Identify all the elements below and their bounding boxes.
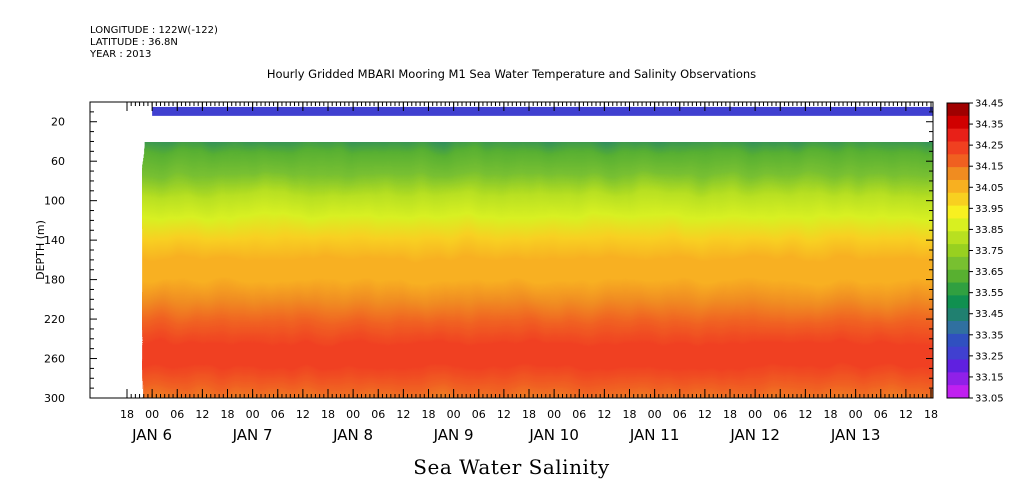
x-hour-label: 18 (120, 408, 134, 421)
colorbar-swatch (947, 359, 969, 373)
colorbar-swatch (947, 385, 969, 399)
colorbar-swatch (947, 269, 969, 284)
axes: 20 60 100 140 180 220 260 300 DEPTH (m) 18 00 06 12 1… (34, 101, 938, 444)
colorbar-swatch (947, 231, 969, 245)
colorbar-swatch (947, 218, 969, 232)
colorbar-label: 33.75 (975, 246, 1004, 257)
x-hour-label: 18 (321, 408, 335, 421)
colorbar-label: 34.25 (975, 141, 1004, 152)
x-hour-label: 06 (472, 408, 486, 421)
y-tick-label: 140 (44, 234, 65, 247)
x-hour-label: 06 (371, 408, 385, 421)
surface-layer (152, 106, 933, 116)
x-hour-label: 00 (346, 408, 360, 421)
latitude-label: LATITUDE : 36.8N (90, 37, 178, 48)
colorbar-swatch (947, 128, 969, 142)
x-hour-label: 00 (447, 408, 461, 421)
colorbar-label: 33.35 (975, 330, 1004, 341)
x-hour-label: 18 (422, 408, 436, 421)
chart-title: Hourly Gridded MBARI Mooring M1 Sea Wate… (266, 67, 757, 81)
colorbar-swatch (947, 141, 969, 155)
x-hour-label: 06 (271, 408, 285, 421)
colorbar-swatch (947, 115, 969, 130)
x-hour-label: 06 (874, 408, 888, 421)
x-day-label: JAN 12 (729, 426, 780, 444)
colorbar-swatch (947, 192, 969, 207)
x-hour-label: 00 (547, 408, 561, 421)
x-hour-label: 18 (824, 408, 838, 421)
colorbar-swatch (947, 372, 969, 386)
colorbar-label: 33.65 (975, 267, 1004, 278)
colorbar-label: 33.45 (975, 309, 1004, 320)
colorbar-swatch (947, 282, 969, 296)
y-tick-label: 220 (44, 313, 65, 326)
x-hour-label: 18 (522, 408, 536, 421)
colorbar-swatch (947, 205, 969, 219)
x-hour-label: 18 (623, 408, 637, 421)
x-day-label: JAN 10 (528, 426, 579, 444)
colorbar-label: 33.85 (975, 225, 1004, 236)
longitude-label: LONGITUDE : 122W(-122) (90, 25, 218, 36)
colorbar-swatch (947, 321, 969, 335)
x-hour-label: 00 (748, 408, 762, 421)
x-hour-label: 12 (497, 408, 511, 421)
colorbar-swatch (947, 256, 969, 271)
x-day-label: JAN 8 (332, 426, 373, 444)
y-tick-label: 260 (44, 353, 65, 366)
colorbar: 34.45 34.35 34.25 34.15 34.05 33.95 33.85 33.75… (946, 99, 1004, 405)
x-day-label: JAN 9 (433, 426, 474, 444)
colorbar-label: 33.05 (975, 394, 1004, 405)
colorbar-label: 33.25 (975, 351, 1004, 362)
variable-title: Sea Water Salinity (413, 455, 610, 479)
colorbar-swatch (947, 244, 969, 258)
colorbar-label: 34.15 (975, 162, 1004, 173)
x-hour-label: 12 (597, 408, 611, 421)
x-hour-label: 00 (849, 408, 863, 421)
colorbar-swatch (947, 346, 969, 361)
x-hour-label: 12 (195, 408, 209, 421)
colorbar-swatch (947, 103, 969, 117)
y-tick-label: 100 (44, 195, 65, 208)
x-day-label: JAN 13 (830, 426, 881, 444)
x-hour-label: 12 (798, 408, 812, 421)
x-hour-label: 12 (396, 408, 410, 421)
colorbar-label: 34.05 (975, 183, 1004, 194)
colorbar-label: 33.55 (975, 288, 1004, 299)
x-hour-label: 06 (170, 408, 184, 421)
colorbar-label: 34.35 (975, 120, 1004, 131)
colorbar-label: 33.15 (975, 372, 1004, 383)
x-hour-label: 00 (246, 408, 260, 421)
colorbar-swatch (947, 308, 969, 322)
colorbar-swatch (947, 179, 969, 194)
colorbar-swatch (947, 295, 969, 309)
colorbar-swatch (947, 333, 969, 348)
x-hour-label: 06 (572, 408, 586, 421)
plot-area (142, 106, 933, 398)
x-hour-label: 00 (648, 408, 662, 421)
x-hour-label: 12 (296, 408, 310, 421)
x-hour-label: 12 (698, 408, 712, 421)
y-tick-label: 20 (51, 116, 65, 129)
x-hour-label: 18 (723, 408, 737, 421)
year-label: YEAR : 2013 (90, 49, 152, 60)
colorbar-swatch (947, 167, 969, 181)
colorbar-swatch (947, 154, 969, 168)
x-hour-label: 18 (221, 408, 235, 421)
y-tick-label: 300 (44, 392, 65, 405)
x-hour-label: 12 (899, 408, 913, 421)
y-axis-label: DEPTH (m) (34, 220, 47, 280)
x-day-label: JAN 6 (131, 426, 172, 444)
colorbar-label: 34.45 (975, 99, 1004, 110)
y-tick-label: 60 (51, 155, 65, 168)
x-hour-label: 00 (145, 408, 159, 421)
x-day-label: JAN 7 (232, 426, 273, 444)
x-hour-label: 18 (924, 408, 938, 421)
x-hour-label: 06 (773, 408, 787, 421)
x-day-label: JAN 11 (629, 426, 680, 444)
colorbar-label: 33.95 (975, 204, 1004, 215)
y-tick-label: 180 (44, 274, 65, 287)
x-hour-label: 06 (673, 408, 687, 421)
salinity-field (142, 142, 933, 398)
